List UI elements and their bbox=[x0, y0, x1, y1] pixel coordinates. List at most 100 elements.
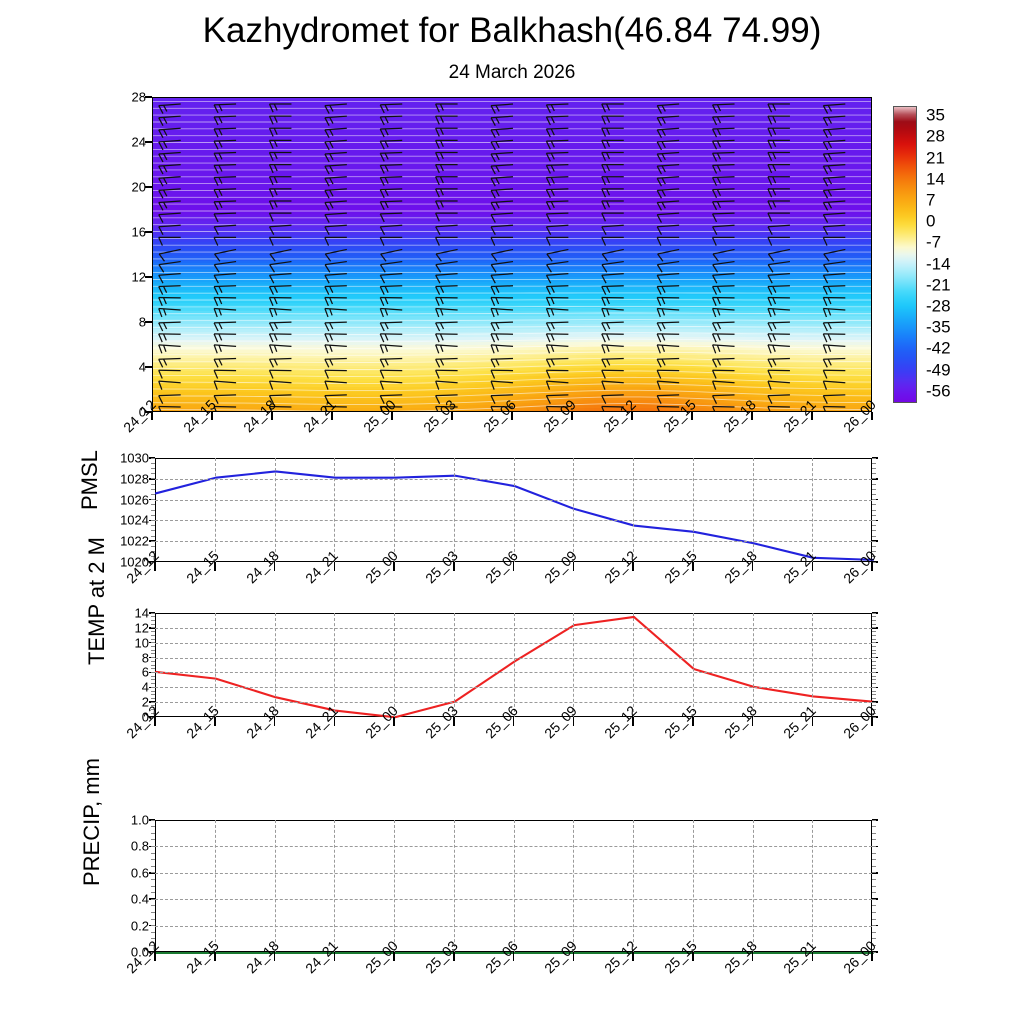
wind-barb bbox=[435, 321, 458, 332]
temperature-band bbox=[153, 302, 871, 307]
wind-barb bbox=[711, 369, 735, 379]
wind-barb bbox=[324, 307, 347, 318]
temperature-band bbox=[153, 105, 871, 110]
wind-barb bbox=[601, 115, 624, 125]
wind-barb bbox=[767, 307, 790, 318]
wind-barb bbox=[435, 188, 458, 198]
temperature-band bbox=[153, 192, 871, 196]
wind-barb bbox=[435, 369, 458, 379]
wind-barb bbox=[268, 127, 292, 137]
y-tick-label: 14 bbox=[134, 605, 149, 621]
wind-barb bbox=[158, 127, 181, 139]
wind-barb bbox=[379, 344, 403, 354]
wind-barb bbox=[435, 236, 458, 246]
wind-barb bbox=[158, 212, 181, 223]
temperature-band bbox=[153, 329, 871, 333]
temperature-band bbox=[153, 389, 871, 393]
wind-barb bbox=[822, 115, 846, 126]
wind-barb bbox=[213, 164, 237, 174]
wind-barb bbox=[545, 103, 569, 114]
wind-barb bbox=[324, 357, 347, 368]
wind-barb bbox=[822, 164, 846, 175]
wind-barb bbox=[490, 307, 514, 318]
wind-barb bbox=[268, 164, 292, 174]
colorbar-tick-label: 14 bbox=[926, 169, 945, 189]
colorbar-tick-label: 21 bbox=[926, 148, 945, 168]
wind-barb bbox=[268, 200, 292, 210]
wind-barb bbox=[601, 357, 624, 368]
wind-barb bbox=[711, 164, 735, 174]
temperature-band bbox=[153, 342, 871, 346]
wind-barb bbox=[712, 307, 735, 318]
wind-barb bbox=[158, 260, 181, 273]
temperature-band bbox=[153, 213, 871, 217]
temperature-band bbox=[153, 310, 871, 315]
wind-barb bbox=[822, 212, 846, 223]
wind-barb bbox=[545, 139, 569, 150]
wind-barb bbox=[158, 405, 181, 411]
temperature-band bbox=[153, 98, 871, 102]
wind-barb bbox=[213, 200, 237, 211]
wind-barb bbox=[822, 333, 846, 343]
colorbar-tick-label: -42 bbox=[926, 338, 951, 358]
temperature-band bbox=[153, 373, 871, 378]
wind-barb bbox=[601, 307, 624, 318]
wind-barb bbox=[379, 151, 403, 162]
wind-barb bbox=[379, 369, 403, 379]
wind-barb bbox=[601, 236, 624, 246]
temperature-band bbox=[153, 158, 871, 162]
wind-barb bbox=[490, 344, 514, 354]
wind-barb bbox=[490, 285, 514, 295]
wind-barb bbox=[490, 273, 514, 284]
wind-barb bbox=[158, 394, 181, 404]
wind-barb bbox=[712, 260, 735, 273]
wind-barb bbox=[213, 285, 237, 295]
temperature-band bbox=[153, 255, 871, 259]
wind-barb bbox=[656, 164, 680, 175]
wind-barb bbox=[545, 273, 569, 284]
wind-barb bbox=[379, 405, 403, 411]
wind-barb bbox=[822, 296, 846, 307]
wind-barb bbox=[324, 321, 347, 332]
wind-barb bbox=[711, 285, 735, 295]
wind-barb bbox=[601, 151, 624, 161]
wind-barb bbox=[711, 176, 735, 186]
colorbar-tick-label: -14 bbox=[926, 254, 951, 274]
wind-barb bbox=[490, 321, 514, 332]
wind-barb bbox=[601, 248, 624, 262]
wind-barb bbox=[435, 115, 458, 125]
temperature-band bbox=[153, 402, 871, 406]
temperature-band bbox=[153, 171, 871, 175]
temperature-band bbox=[153, 142, 871, 147]
colorbar-tick-label: -7 bbox=[926, 232, 942, 252]
wind-barb bbox=[324, 176, 347, 187]
wind-barb bbox=[158, 164, 181, 175]
temperature-band bbox=[153, 103, 871, 107]
wind-barb bbox=[213, 333, 237, 343]
wind-barb bbox=[490, 260, 514, 273]
wind-barb bbox=[601, 369, 624, 379]
wind-barb bbox=[490, 236, 513, 246]
colorbar-tick-label: 7 bbox=[926, 190, 936, 210]
wind-barb bbox=[822, 357, 846, 368]
wind-barb bbox=[490, 394, 514, 404]
wind-barb bbox=[822, 127, 846, 139]
y-tick-label: 0.4 bbox=[130, 891, 149, 907]
wind-barb bbox=[435, 103, 458, 113]
wind-barb bbox=[268, 405, 292, 411]
wind-barb bbox=[268, 139, 292, 149]
temperature-band bbox=[153, 281, 871, 286]
wind-barb bbox=[490, 127, 514, 139]
y-tick-label: 1028 bbox=[120, 471, 149, 487]
wind-barb bbox=[601, 139, 624, 149]
y-tick-label: 6 bbox=[141, 664, 149, 680]
wind-barb bbox=[324, 394, 347, 404]
temperature-band bbox=[153, 226, 871, 231]
wind-barb bbox=[379, 285, 403, 295]
wind-barb bbox=[767, 344, 790, 354]
wind-barb bbox=[545, 357, 569, 368]
precip-series bbox=[154, 951, 875, 955]
wind-barb bbox=[656, 188, 680, 199]
temperature-band bbox=[153, 174, 871, 178]
